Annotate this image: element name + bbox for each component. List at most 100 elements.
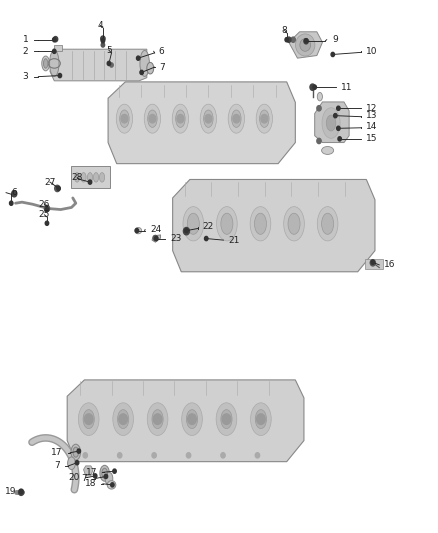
Circle shape [338,137,341,141]
Ellipse shape [317,207,338,241]
Ellipse shape [255,410,266,429]
Circle shape [45,221,49,225]
Text: 8: 8 [282,26,287,35]
Text: 2: 2 [23,47,28,56]
Ellipse shape [250,207,271,241]
Circle shape [12,191,17,197]
Circle shape [222,414,231,424]
Circle shape [149,115,156,123]
Text: 7: 7 [54,462,60,471]
Ellipse shape [322,108,340,139]
Polygon shape [314,102,349,142]
Circle shape [337,126,340,131]
Polygon shape [50,49,147,81]
Text: 7: 7 [159,62,165,71]
Circle shape [291,37,295,42]
Circle shape [104,474,108,479]
Circle shape [334,114,337,118]
Text: 12: 12 [366,104,378,113]
Polygon shape [67,380,304,462]
Circle shape [101,43,105,47]
Ellipse shape [43,59,48,68]
Ellipse shape [78,403,99,435]
Circle shape [107,61,111,66]
Circle shape [185,229,188,233]
Polygon shape [108,82,295,164]
Ellipse shape [187,213,199,235]
Circle shape [187,453,191,458]
Circle shape [317,139,321,143]
Ellipse shape [117,410,129,429]
Text: 20: 20 [69,473,80,482]
Ellipse shape [144,104,161,133]
Ellipse shape [74,173,80,182]
Ellipse shape [152,410,163,429]
Ellipse shape [182,403,202,435]
Circle shape [137,56,140,60]
Circle shape [152,453,156,458]
Text: 7: 7 [81,474,87,483]
Ellipse shape [49,51,59,76]
Text: 22: 22 [203,222,214,231]
Text: 11: 11 [341,83,353,92]
Text: 26: 26 [39,200,50,209]
Ellipse shape [81,173,86,182]
Ellipse shape [204,110,213,127]
Circle shape [287,37,291,42]
Ellipse shape [256,104,272,133]
Text: 9: 9 [332,35,338,44]
Ellipse shape [93,173,99,182]
Ellipse shape [200,104,216,133]
Text: 3: 3 [23,72,28,81]
Ellipse shape [105,472,113,485]
Text: 27: 27 [44,177,56,187]
Text: 1: 1 [23,35,28,44]
Circle shape [155,237,158,241]
Circle shape [55,185,60,191]
Circle shape [205,115,212,123]
Circle shape [110,63,113,67]
Circle shape [44,205,49,212]
Circle shape [77,449,81,453]
Text: 19: 19 [5,487,17,496]
Text: 15: 15 [366,134,378,143]
Text: 23: 23 [170,234,182,243]
Ellipse shape [73,447,78,457]
Ellipse shape [147,62,154,74]
Ellipse shape [321,147,334,155]
Circle shape [10,201,13,205]
Circle shape [75,461,79,465]
Circle shape [45,207,49,212]
Ellipse shape [135,228,141,234]
Circle shape [53,49,56,53]
Ellipse shape [216,403,237,435]
Ellipse shape [251,403,271,435]
Polygon shape [173,180,375,272]
Circle shape [177,115,184,123]
Circle shape [337,106,340,110]
Text: 13: 13 [366,111,378,120]
Circle shape [371,260,374,264]
Ellipse shape [300,39,311,51]
Circle shape [233,115,240,123]
Polygon shape [152,235,161,242]
Text: 25: 25 [39,211,50,219]
Circle shape [121,115,128,123]
Circle shape [285,38,289,42]
Ellipse shape [120,110,129,127]
Ellipse shape [83,410,94,429]
Ellipse shape [88,173,92,182]
Text: 18: 18 [85,479,96,488]
Ellipse shape [228,104,244,133]
Circle shape [18,489,24,495]
Polygon shape [54,45,62,51]
Text: 6: 6 [159,47,165,56]
Ellipse shape [147,403,168,435]
Circle shape [101,36,105,41]
Ellipse shape [71,444,81,460]
Circle shape [93,474,97,478]
Circle shape [255,453,260,458]
Circle shape [153,236,158,241]
Polygon shape [289,32,322,58]
Ellipse shape [140,51,149,76]
